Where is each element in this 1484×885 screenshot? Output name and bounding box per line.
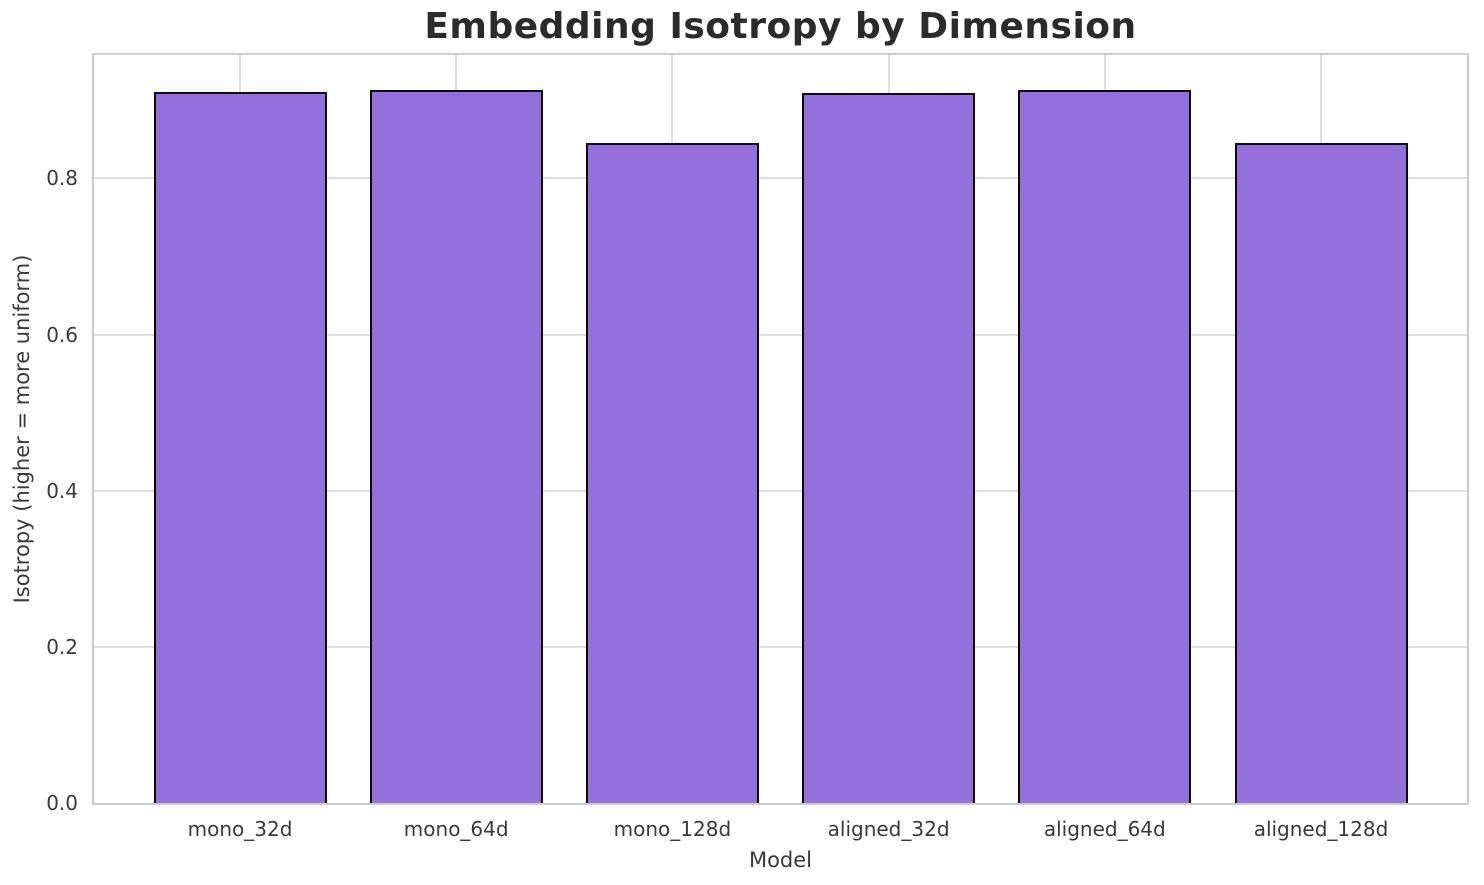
x-tick-label-mono_128d: mono_128d (613, 817, 732, 841)
x-axis-label: Model (748, 848, 813, 872)
x-tick-label-aligned_128d: aligned_128d (1253, 817, 1389, 841)
bar-mono_128d (585, 143, 759, 803)
gridline-y-0.4 (94, 489, 1467, 492)
x-tick-label-mono_64d: mono_64d (403, 817, 509, 841)
y-tick-label-0.8: 0.8 (46, 166, 78, 191)
bar-mono_64d (369, 90, 543, 803)
bar-aligned_128d (1234, 143, 1408, 803)
bar-aligned_32d (802, 93, 976, 803)
gridline-y-0.2 (94, 645, 1467, 648)
bar-mono_32d (153, 92, 327, 803)
chart-title: Embedding Isotropy by Dimension (424, 6, 1137, 47)
x-tick-label-mono_32d: mono_32d (187, 817, 293, 841)
x-tick-label-aligned_64d: aligned_64d (1043, 817, 1166, 841)
y-tick-label-0.0: 0.0 (46, 791, 78, 815)
gridline-y-0.8 (94, 177, 1467, 180)
gridline-y-0.6 (94, 333, 1467, 336)
y-axis-label-text: Isotropy (higher = more uniform) (10, 254, 34, 604)
bar-aligned_64d (1018, 90, 1192, 803)
y-tick-label-0.6: 0.6 (46, 322, 78, 347)
plot-area (92, 53, 1469, 805)
x-tick-label-aligned_32d: aligned_32d (827, 817, 950, 841)
y-tick-label-0.4: 0.4 (46, 478, 78, 503)
y-tick-label-0.2: 0.2 (46, 634, 78, 659)
